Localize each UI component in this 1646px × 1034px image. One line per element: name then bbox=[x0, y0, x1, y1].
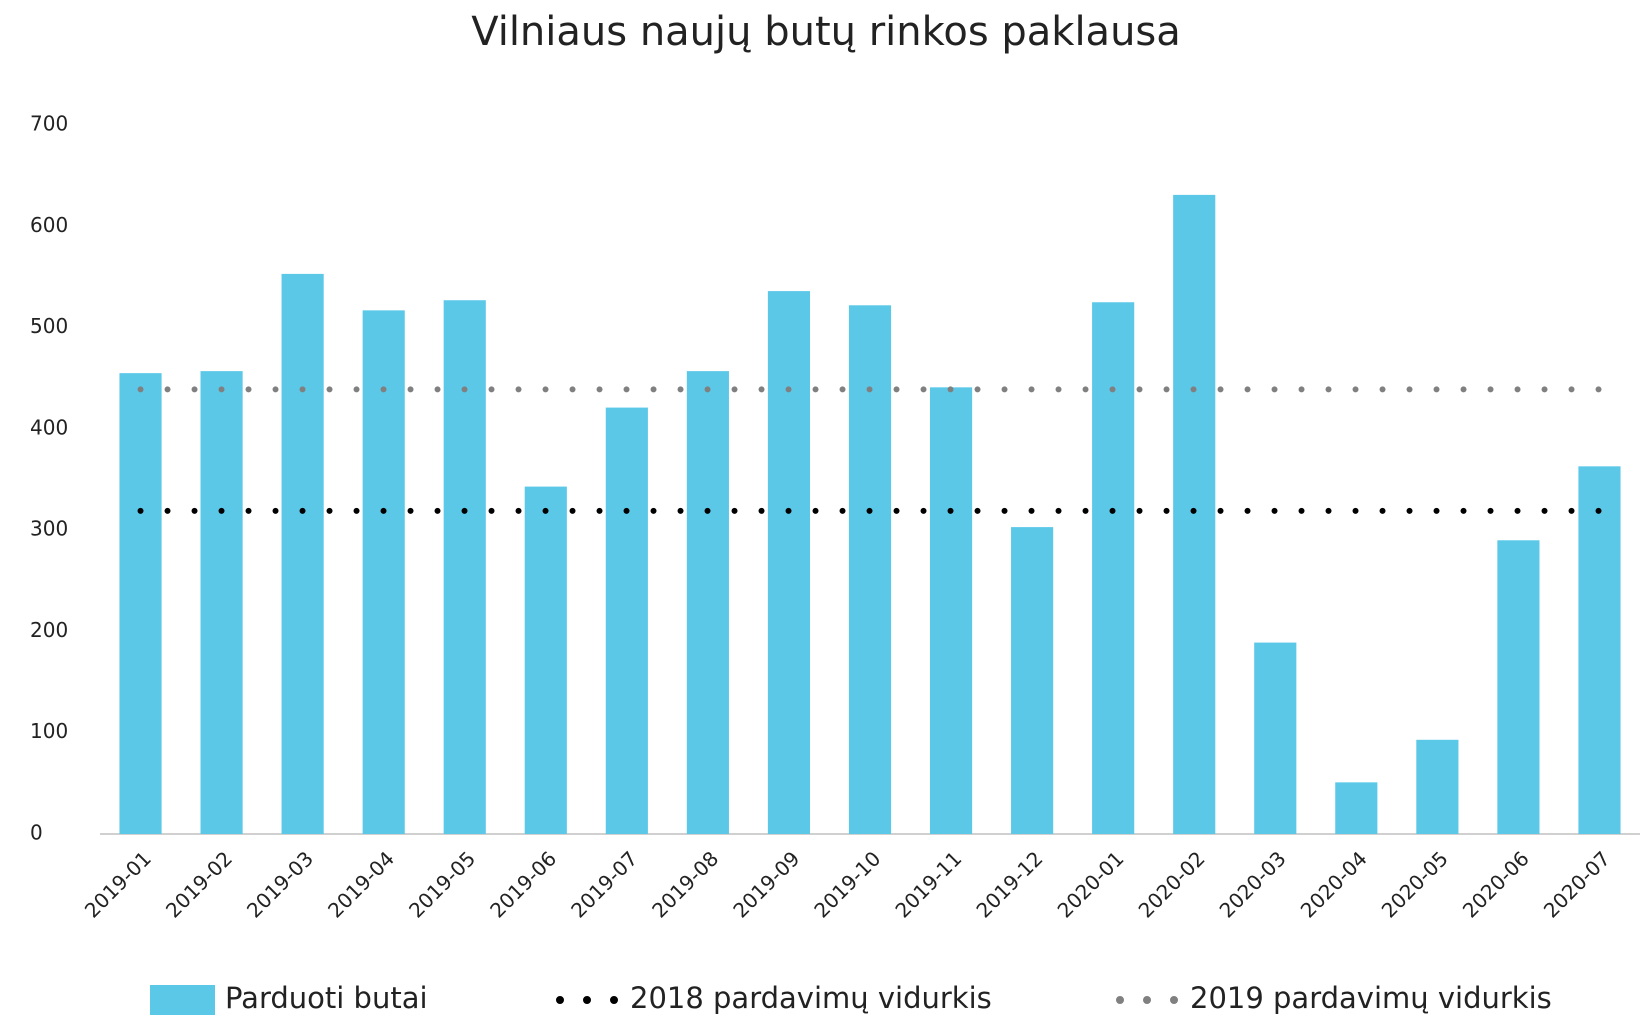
x-tick-label: 2019-04 bbox=[323, 846, 399, 922]
y-tick-label: 400 bbox=[30, 415, 68, 439]
y-tick-label: 700 bbox=[30, 112, 68, 136]
chart-title: Vilniaus naujų butų rinkos paklausa bbox=[471, 9, 1181, 55]
x-tick-label: 2020-07 bbox=[1539, 846, 1615, 922]
bar bbox=[1173, 194, 1216, 834]
y-tick-label: 500 bbox=[30, 314, 68, 338]
bar bbox=[200, 371, 243, 834]
x-tick-label: 2019-12 bbox=[971, 846, 1047, 922]
bar bbox=[524, 486, 567, 834]
x-tick-label: 2020-06 bbox=[1458, 846, 1534, 922]
x-tick-label: 2020-03 bbox=[1215, 846, 1291, 922]
legend-swatch bbox=[150, 985, 215, 1015]
bar bbox=[1497, 540, 1540, 834]
y-tick-label: 300 bbox=[30, 517, 68, 541]
bar bbox=[443, 300, 486, 835]
x-tick-label: 2020-04 bbox=[1296, 846, 1372, 922]
x-tick-label: 2019-05 bbox=[404, 846, 480, 922]
bar bbox=[1254, 642, 1297, 834]
bar bbox=[1092, 302, 1135, 834]
x-tick-label: 2019-03 bbox=[242, 846, 318, 922]
bar bbox=[362, 310, 405, 834]
bar bbox=[929, 387, 973, 834]
y-tick-label: 0 bbox=[30, 821, 43, 845]
x-tick-label: 2020-05 bbox=[1377, 846, 1453, 922]
y-tick-label: 100 bbox=[30, 719, 68, 743]
bar bbox=[119, 373, 162, 834]
bar bbox=[848, 305, 892, 834]
x-tick-label: 2019-11 bbox=[890, 846, 966, 922]
bar bbox=[1578, 466, 1621, 834]
x-tick-label: 2019-08 bbox=[647, 846, 723, 922]
bar bbox=[1011, 527, 1054, 834]
x-tick-label: 2019-02 bbox=[161, 846, 237, 922]
legend-label: 2019 pardavimų vidurkis bbox=[1190, 981, 1552, 1015]
y-tick-label: 600 bbox=[30, 213, 68, 237]
bar bbox=[767, 291, 811, 834]
x-tick-label: 2020-01 bbox=[1053, 846, 1129, 922]
bar bbox=[1335, 782, 1378, 834]
legend-label: Parduoti butai bbox=[225, 981, 428, 1015]
bar bbox=[1416, 739, 1459, 834]
x-tick-label: 2019-10 bbox=[809, 846, 885, 922]
legend-label: 2018 pardavimų vidurkis bbox=[630, 981, 992, 1015]
bar bbox=[281, 273, 324, 834]
bar bbox=[605, 407, 648, 834]
x-tick-label: 2019-09 bbox=[728, 846, 804, 922]
x-tick-label: 2020-02 bbox=[1134, 846, 1210, 922]
x-tick-label: 2019-07 bbox=[566, 846, 642, 922]
y-tick-label: 200 bbox=[30, 618, 68, 642]
x-tick-label: 2019-01 bbox=[80, 846, 156, 922]
x-tick-label: 2019-06 bbox=[485, 846, 561, 922]
bar bbox=[686, 371, 729, 834]
